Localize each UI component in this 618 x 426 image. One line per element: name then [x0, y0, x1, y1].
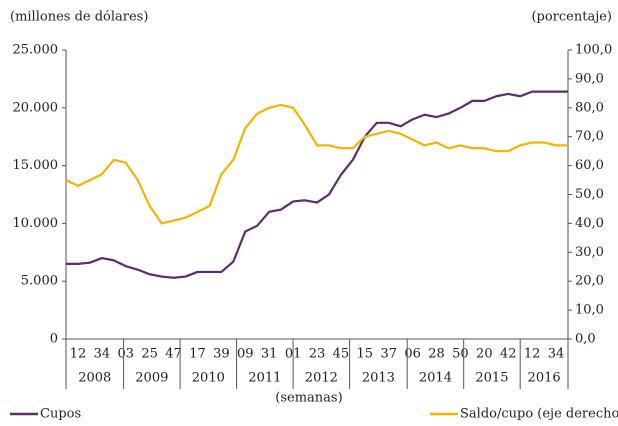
- y2-tick-label: 10,0: [575, 303, 604, 318]
- y-tick-label: 10.000: [13, 216, 59, 231]
- x-tick-label: 09: [237, 347, 254, 362]
- x-axis-label: (semanas): [275, 391, 342, 406]
- y2-tick-label: 70,0: [575, 129, 604, 144]
- x-tick-label: 31: [261, 347, 278, 362]
- y2-tick-label: 60,0: [575, 158, 604, 173]
- y-tick-label: 5.000: [21, 274, 58, 289]
- x-tick-label: 12: [70, 347, 87, 362]
- x-tick-label: 23: [309, 347, 326, 362]
- y-tick-label: 25.000: [13, 43, 59, 58]
- y2-tick-label: 100,0: [575, 43, 612, 58]
- year-label: 2009: [135, 371, 168, 386]
- x-tick-label: 37: [380, 347, 397, 362]
- year-label: 2011: [248, 371, 281, 386]
- series-line: [65, 103, 568, 225]
- x-tick-label: 12: [524, 347, 541, 362]
- x-tick-label: 45: [333, 347, 350, 362]
- x-tick-label: 28: [428, 347, 445, 362]
- y2-axis-label: (porcentaje): [531, 10, 612, 25]
- year-label: 2015: [475, 371, 508, 386]
- y-tick-label: 0: [50, 332, 58, 347]
- x-tick-label: 34: [548, 347, 565, 362]
- y2-tick-label: 80,0: [575, 100, 604, 115]
- year-label: 2008: [78, 371, 111, 386]
- year-label: 2014: [419, 371, 452, 386]
- legend-label: Saldo/cupo (eje derecho): [460, 407, 618, 422]
- y2-tick-label: 30,0: [575, 245, 604, 260]
- y-tick-label: 15.000: [13, 158, 59, 173]
- x-tick-label: 15: [357, 347, 374, 362]
- y-axis-label: (millones de dólares): [10, 10, 148, 25]
- x-tick-label: 42: [500, 347, 517, 362]
- year-label: 2012: [305, 371, 338, 386]
- y2-tick-label: 0,0: [575, 332, 596, 347]
- x-tick-label: 25: [141, 347, 158, 362]
- legend-label: Cupos: [40, 407, 81, 422]
- x-tick-label: 20: [476, 347, 493, 362]
- x-tick-label: 06: [404, 347, 421, 362]
- x-tick-label: 47: [165, 347, 182, 362]
- x-tick-label: 17: [189, 347, 206, 362]
- y-tick-label: 20.000: [13, 100, 59, 115]
- x-tick-label: 39: [213, 347, 230, 362]
- year-label: 2013: [362, 371, 395, 386]
- x-tick-label: 03: [117, 347, 134, 362]
- x-tick-label: 50: [452, 347, 469, 362]
- y2-tick-label: 90,0: [575, 71, 604, 86]
- y2-tick-label: 50,0: [575, 187, 604, 202]
- year-label: 2010: [192, 371, 225, 386]
- y2-tick-label: 20,0: [575, 274, 604, 289]
- series-line: [66, 90, 568, 279]
- x-tick-label: 34: [94, 347, 111, 362]
- y2-tick-label: 40,0: [575, 216, 604, 231]
- year-label: 2016: [528, 371, 561, 386]
